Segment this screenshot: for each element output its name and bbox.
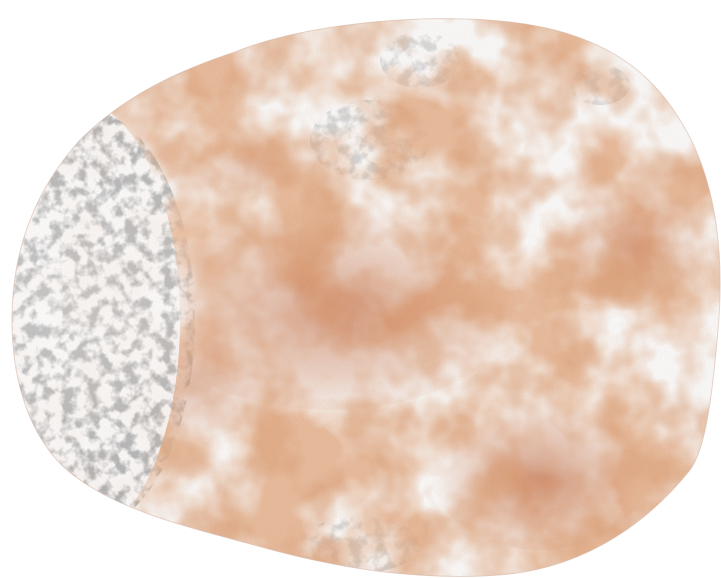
- tissue-boundary: [11, 18, 721, 577]
